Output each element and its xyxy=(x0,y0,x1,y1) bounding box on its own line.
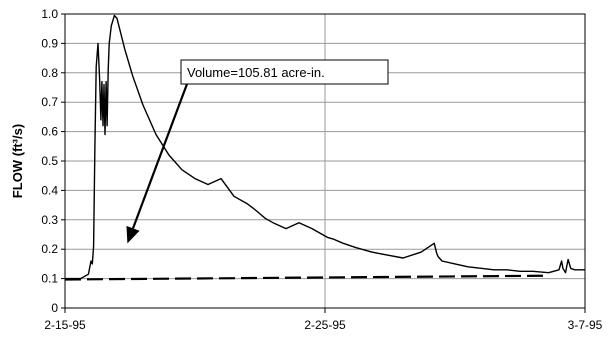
baseflow-series-line xyxy=(64,274,549,281)
y-axis-label: FLOW (ft³/s) xyxy=(10,124,25,198)
y-tick-label: 1.0 xyxy=(41,7,58,21)
y-tick-label: 0.5 xyxy=(41,154,58,168)
series-group xyxy=(64,14,585,281)
y-tick-label: 0 xyxy=(51,301,58,315)
grid-lines xyxy=(65,14,585,308)
x-tick-label: 3-7-95 xyxy=(568,318,603,332)
x-axis-ticks: 2-15-95 2-25-95 3-7-95 xyxy=(44,308,603,332)
y-tick-label: 0.4 xyxy=(41,183,58,197)
y-tick-label: 0.7 xyxy=(41,95,58,109)
x-tick-label: 2-15-95 xyxy=(44,318,86,332)
annotation-group: Volume=105.81 acre-in. xyxy=(126,59,389,244)
y-tick-label: 0.8 xyxy=(41,66,58,80)
y-axis-ticks: 0 0.1 0.2 0.3 0.4 0.5 0.6 0.7 0.8 0.9 1.0 xyxy=(41,7,65,315)
x-tick-label: 2-25-95 xyxy=(304,318,346,332)
annotation-text: Volume=105.81 acre-in. xyxy=(187,65,325,80)
plot-frame xyxy=(64,13,586,309)
annotation-arrow xyxy=(131,83,189,229)
y-tick-label: 0.6 xyxy=(41,125,58,139)
y-tick-label: 0.3 xyxy=(41,213,58,227)
annotation-arrow-head xyxy=(126,225,140,244)
annotation-box xyxy=(180,59,389,85)
y-tick-label: 0.2 xyxy=(41,242,58,256)
y-tick-label: 0.1 xyxy=(41,272,58,286)
y-tick-label: 0.9 xyxy=(41,36,58,50)
flow-series-line xyxy=(65,14,585,280)
